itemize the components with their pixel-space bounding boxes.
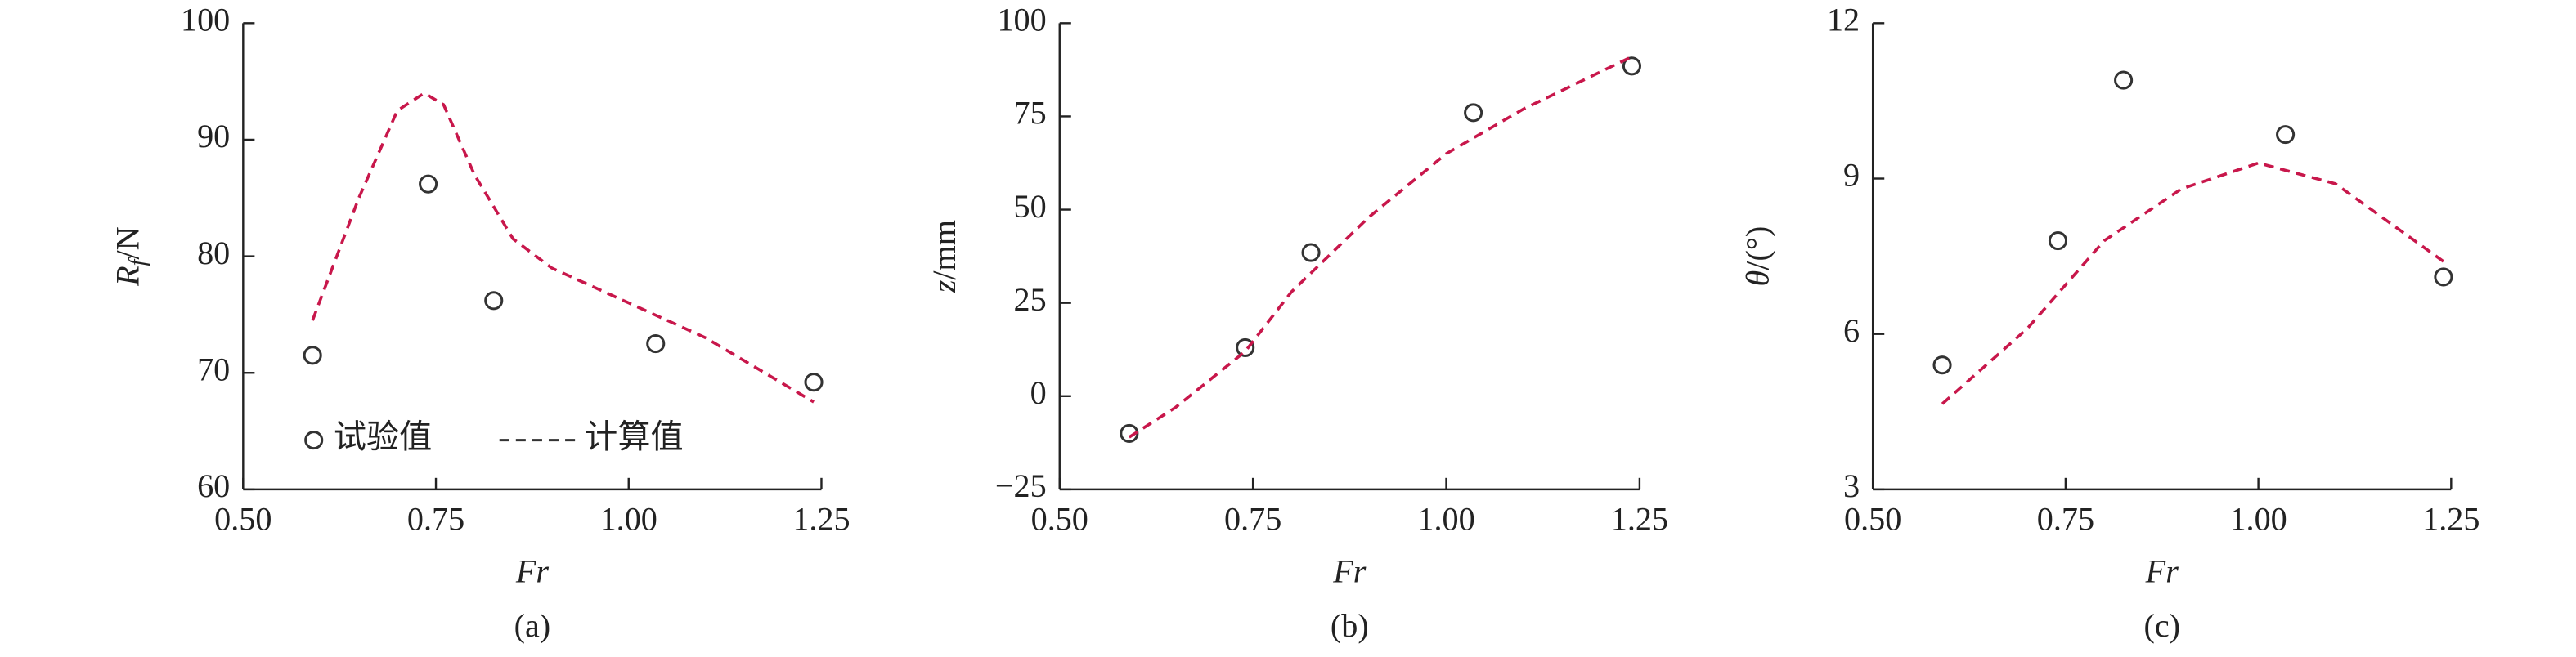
x-tick-label: 0.75 — [2037, 500, 2094, 537]
x-tick-label: 1.25 — [2422, 500, 2480, 537]
y-label-var: R — [110, 266, 146, 287]
test-point — [1932, 355, 1952, 375]
y-tick-label: 9 — [1843, 157, 1860, 194]
x-tick-label: 0.50 — [1031, 500, 1088, 537]
y-label-unit: /mm — [926, 220, 963, 280]
test-point — [804, 373, 824, 392]
calculated-line — [311, 91, 815, 404]
y-tick-label: 70 — [197, 351, 230, 387]
calculated-line — [1941, 161, 2444, 405]
y-tick-label: 60 — [197, 467, 230, 504]
y-tick-label: 80 — [197, 235, 230, 271]
caption: (b) — [1331, 607, 1369, 644]
legend-marker — [304, 431, 324, 450]
x-tick-label: 0.50 — [214, 500, 272, 537]
test-point — [484, 291, 504, 311]
y-tick-label: 3 — [1843, 467, 1860, 504]
caption: (a) — [514, 607, 551, 644]
x-axis-label: Fr — [2145, 553, 2179, 590]
y-label-unit: /N — [110, 226, 146, 259]
y-tick-label: 100 — [181, 2, 230, 38]
test-point — [1464, 103, 1483, 123]
y-tick-label: 12 — [1827, 2, 1860, 38]
legend-label: 试验值 — [334, 418, 432, 455]
y-tick-label: 0 — [1030, 374, 1047, 411]
x-axis-label: Fr — [1332, 553, 1367, 590]
test-point — [303, 346, 322, 365]
x-tick-label: 1.25 — [792, 500, 850, 537]
x-tick-label: 1.25 — [1611, 500, 1668, 537]
y-axis-label: θ/(°) — [1739, 226, 1776, 287]
y-tick-label: −25 — [995, 467, 1047, 504]
y-tick-label: 25 — [1014, 281, 1047, 318]
test-point — [1236, 337, 1255, 357]
x-axis-label: Fr — [515, 553, 550, 590]
x-tick-label: 0.75 — [407, 500, 464, 537]
caption: (c) — [2143, 607, 2180, 644]
test-point — [1301, 243, 1321, 262]
y-tick-label: 75 — [1014, 95, 1047, 132]
x-tick-label: 1.00 — [600, 500, 657, 537]
y-tick-label: 100 — [997, 2, 1046, 38]
test-point — [2114, 70, 2134, 90]
y-axis-label: z/mm — [926, 220, 963, 293]
test-point — [1622, 56, 1642, 76]
test-point — [2434, 267, 2453, 287]
x-tick-label: 1.00 — [2229, 500, 2287, 537]
y-tick-label: 50 — [1014, 188, 1047, 225]
y-label-var: θ — [1739, 270, 1776, 287]
y-tick-label: 6 — [1843, 312, 1860, 349]
calculated-line — [1128, 55, 1633, 439]
y-axis-label: Rf/N — [110, 226, 150, 287]
x-tick-label: 1.00 — [1417, 500, 1474, 537]
test-point — [419, 174, 438, 194]
x-tick-label: 0.75 — [1224, 500, 1281, 537]
x-tick-label: 0.50 — [1844, 500, 1901, 537]
y-tick-label: 90 — [197, 118, 230, 154]
test-point — [646, 334, 666, 354]
legend-label: 计算值 — [585, 418, 683, 455]
test-point — [2048, 231, 2068, 251]
test-point — [2276, 125, 2296, 145]
y-label-unit: /(°) — [1739, 226, 1776, 270]
y-label-var: z — [926, 279, 963, 293]
